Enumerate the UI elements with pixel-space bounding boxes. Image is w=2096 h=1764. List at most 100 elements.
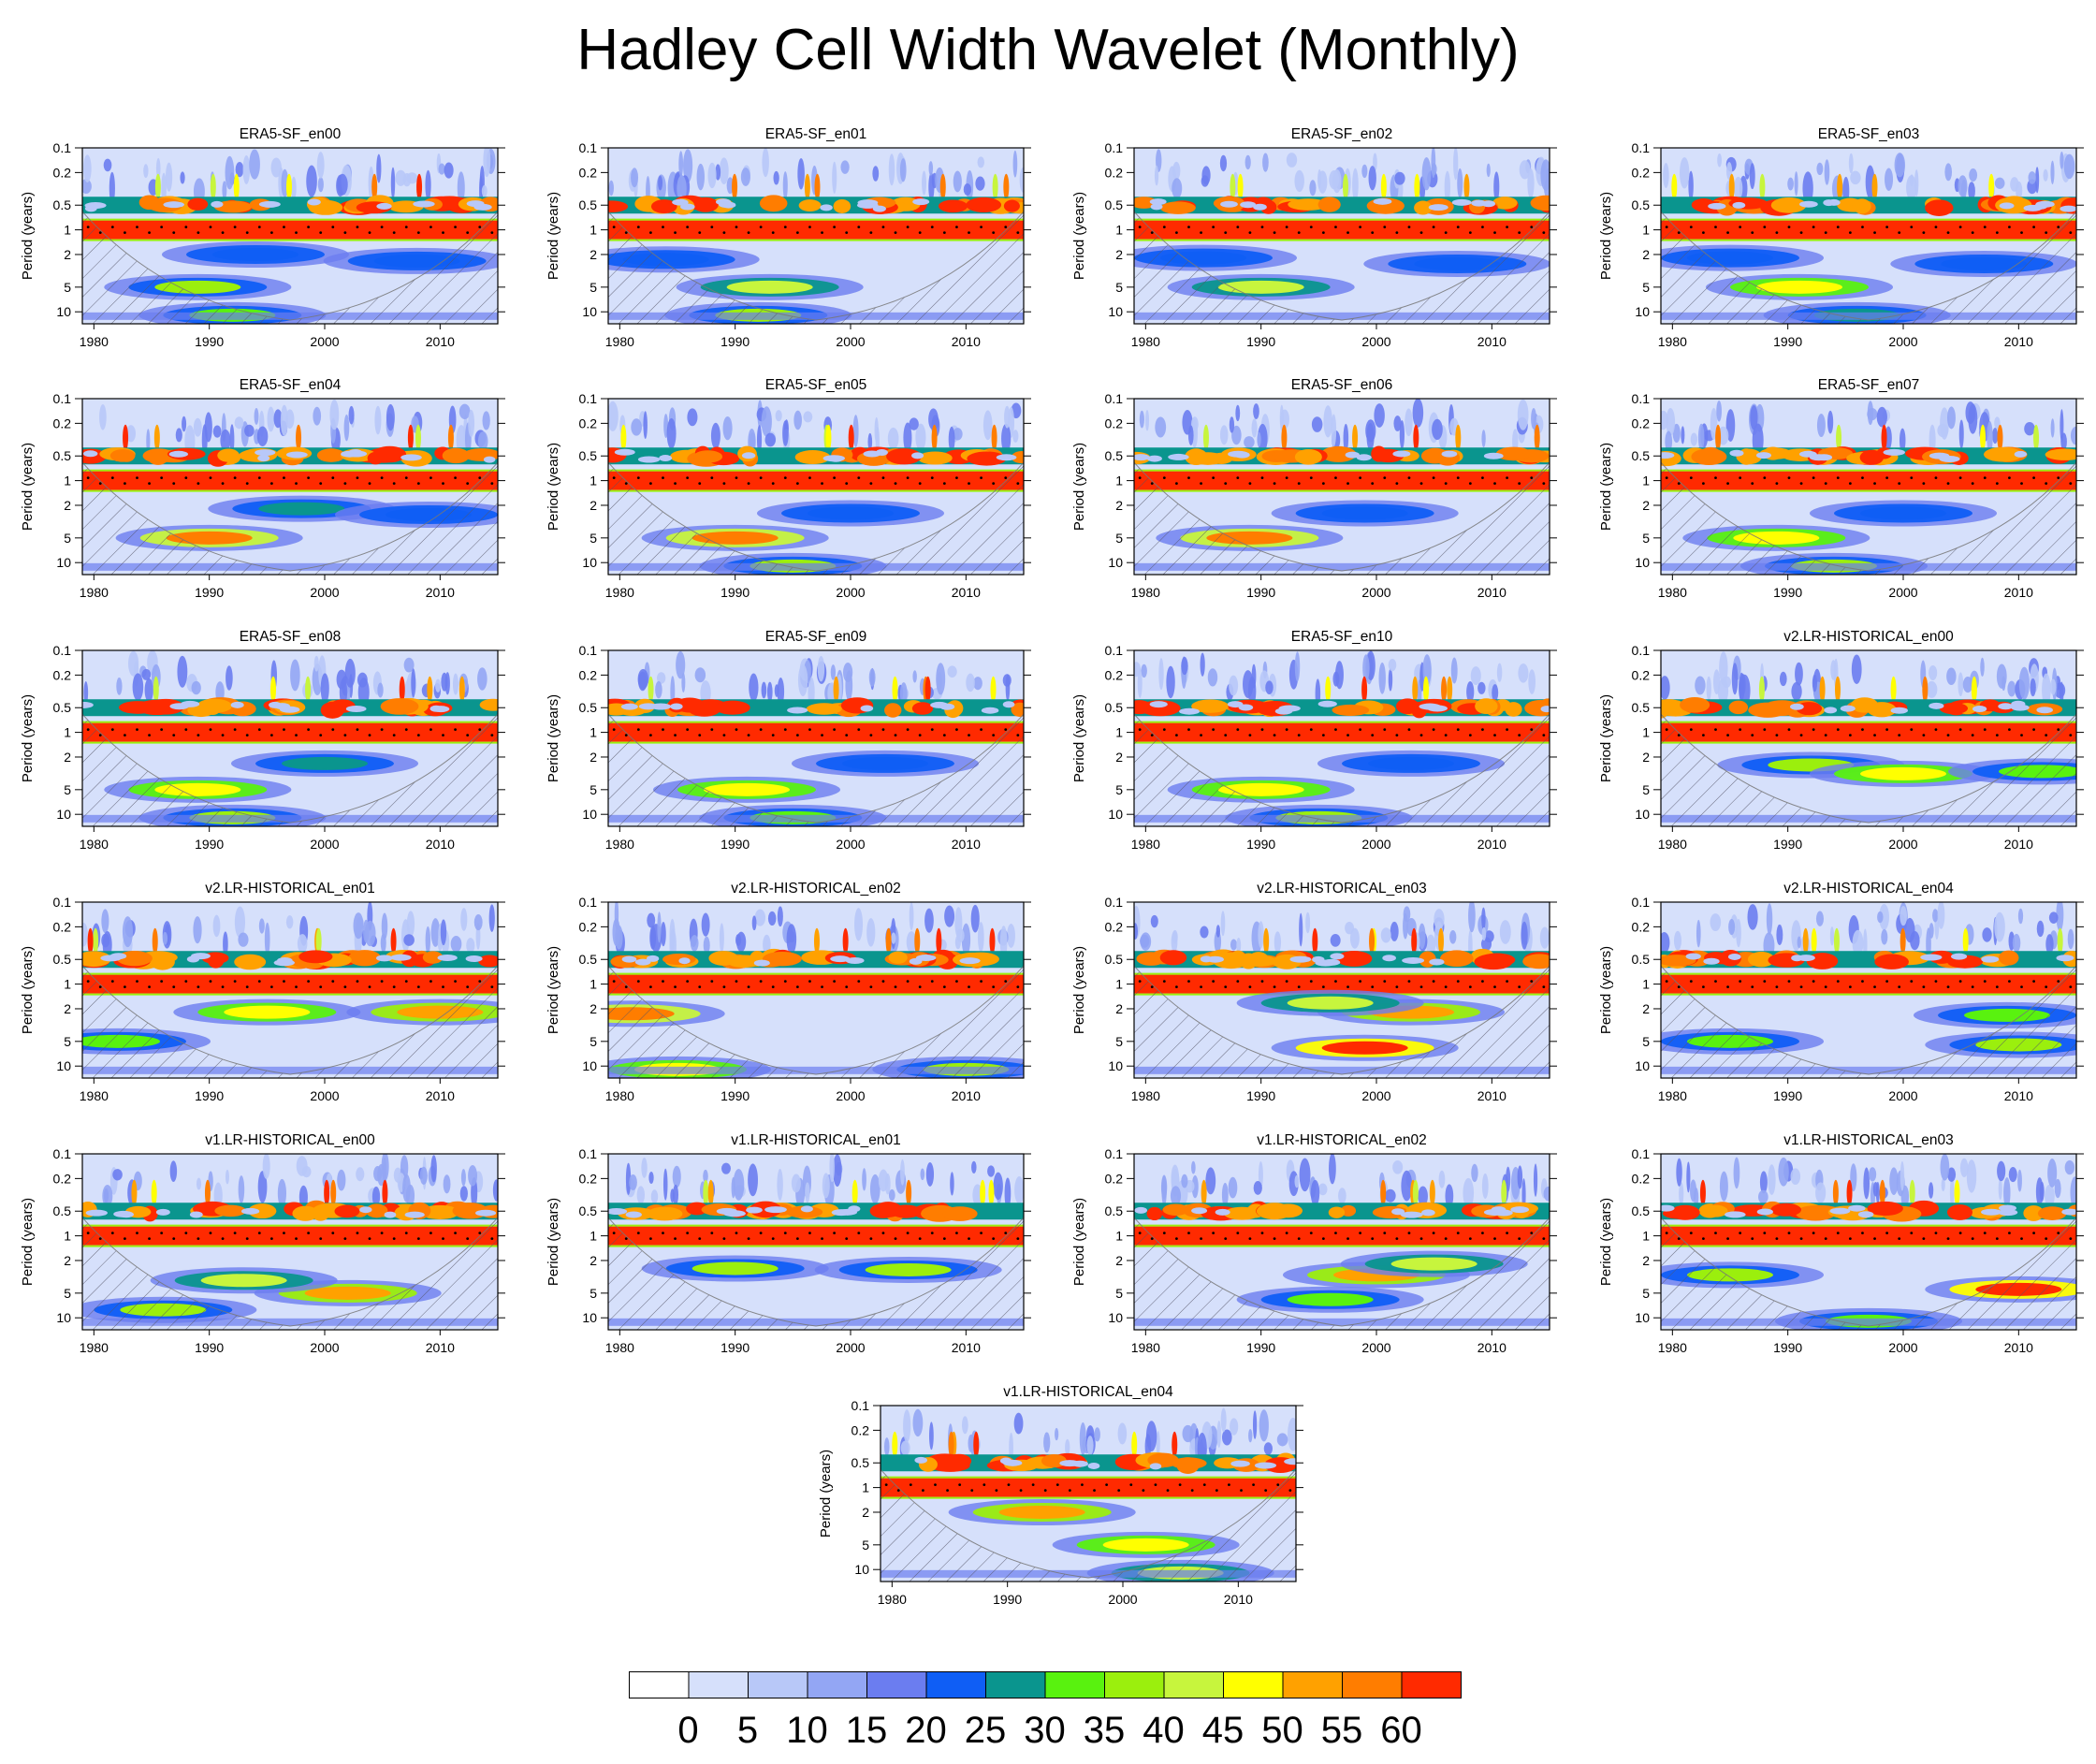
power-blob: [242, 154, 251, 184]
significance-dot: [759, 980, 763, 983]
significance-dot: [1359, 728, 1362, 731]
x-tick-label: 1990: [195, 837, 224, 852]
power-blob: [141, 668, 152, 680]
cone-of-influence: [608, 1217, 1024, 1330]
power-blob: [128, 650, 139, 677]
power-blob: [320, 673, 329, 704]
power-blob: [1480, 937, 1492, 952]
semiannual-gap: [1149, 198, 1167, 206]
semiannual-blob: [1420, 447, 1449, 464]
annual-band: [1661, 1226, 2076, 1246]
significance-dot: [698, 1237, 702, 1240]
significance-dot: [747, 231, 750, 234]
power-blob: [1722, 676, 1731, 689]
power-blob: [450, 935, 462, 953]
significance-dot: [1799, 734, 1803, 736]
significance-dot: [1812, 728, 1815, 731]
power-blob: [971, 1160, 977, 1174]
semiannual-gap: [621, 955, 637, 963]
power-blob: [868, 668, 876, 687]
x-tick-label: 2000: [1361, 334, 1390, 349]
power-blob: [1012, 150, 1018, 178]
significance-dot: [1419, 734, 1423, 736]
power-blob: [212, 425, 222, 438]
power-blob: [2028, 171, 2036, 184]
significance-dot: [1958, 476, 1962, 479]
x-tick-label: 2010: [952, 585, 981, 600]
power-blob: [1294, 651, 1301, 682]
power-blob: [982, 410, 993, 441]
significance-dot: [722, 1237, 726, 1240]
power-spike: [1455, 424, 1462, 451]
significance-dot: [1285, 728, 1288, 731]
power-blob: [1869, 1167, 1877, 1182]
semiannual-gap: [1253, 203, 1267, 211]
semiannual-gap: [1087, 1462, 1100, 1469]
power-blob: [854, 908, 864, 941]
power-spike: [1971, 676, 1977, 703]
y-tick-label: 10: [1108, 1310, 1123, 1325]
significance-dot: [1836, 226, 1840, 228]
significance-dot: [906, 728, 910, 731]
power-spike: [427, 676, 433, 703]
power-blob: [1829, 926, 1835, 946]
power-blob: [970, 904, 980, 933]
semiannual-blob: [785, 1205, 823, 1218]
power-blob: [316, 152, 325, 179]
power-blob: [1734, 176, 1743, 200]
significance-dot: [894, 231, 897, 234]
power-spike: [1281, 424, 1288, 451]
x-tick-label: 2010: [1477, 1088, 1506, 1103]
power-blob: [1686, 1161, 1691, 1193]
power-blob: [782, 171, 788, 200]
significance-dot: [1934, 728, 1938, 731]
significance-dot: [674, 1237, 677, 1240]
y-tick-label: 10: [582, 304, 597, 319]
power-blob: [1332, 671, 1340, 687]
x-tick-label: 2010: [1477, 1340, 1506, 1355]
significance-dot: [1212, 476, 1215, 479]
significance-dot: [759, 728, 763, 731]
significance-dot: [894, 985, 897, 988]
significance-dot: [857, 1232, 861, 1234]
significance-dot: [1873, 734, 1876, 736]
power-blob: [797, 663, 808, 697]
significance-dot: [1787, 226, 1791, 228]
power-blob: [165, 162, 173, 192]
power-blob: [878, 1169, 889, 1192]
power-blob: [1994, 177, 2005, 189]
semiannual-gap: [875, 448, 888, 456]
semiannual-gap: [1428, 204, 1448, 211]
power-blob: [1004, 405, 1011, 429]
semiannual-gap: [1883, 448, 1905, 456]
power-blob: [977, 156, 985, 168]
power-blob: [658, 175, 663, 191]
significance-dot: [918, 482, 922, 485]
colorbar-swatch: [866, 1671, 927, 1698]
y-tick-label: 0.1: [1105, 1146, 1124, 1161]
panel-title: ERA5-SF_en05: [765, 377, 867, 393]
semiannual-blob: [2037, 1206, 2067, 1220]
x-tick-label: 1980: [80, 334, 109, 349]
power-blob: [900, 1159, 905, 1186]
semiannual-gap: [1002, 701, 1015, 708]
power-blob: [1852, 929, 1864, 956]
semiannual-blob: [647, 1206, 683, 1221]
semiannual-gap: [646, 955, 660, 962]
significance-dot: [1419, 231, 1423, 234]
power-blob: [1779, 671, 1787, 687]
semiannual-gap: [1240, 201, 1257, 209]
colorbar-swatch: [629, 1671, 690, 1698]
significance-dot: [1971, 231, 1974, 234]
power-blob: [1706, 676, 1711, 701]
panel-title: ERA5-SF_en03: [1818, 126, 1920, 142]
semiannual-gap: [1284, 1458, 1296, 1465]
wavelet-power-field: [82, 902, 498, 1078]
y-tick-label: 5: [1115, 280, 1123, 295]
semiannual-blob: [967, 451, 1007, 466]
power-blob: [1539, 926, 1550, 949]
power-spike: [1429, 1179, 1435, 1206]
semiannual-gap: [764, 1206, 787, 1214]
significance-dot: [283, 476, 285, 479]
power-blob: [1187, 425, 1194, 445]
